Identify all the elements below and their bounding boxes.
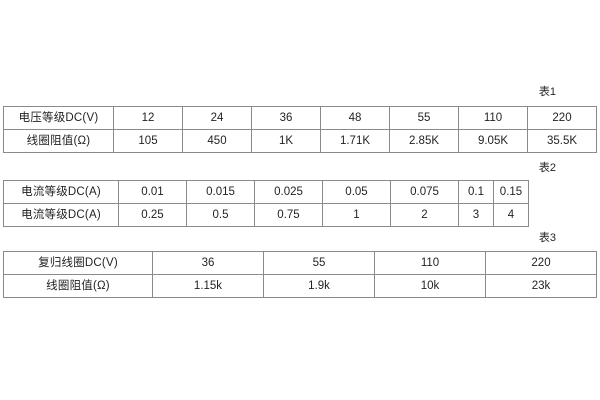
table-cell: 0.01 (118, 180, 187, 204)
row-label: 电流等级DC(A) (3, 203, 119, 227)
spec-table-1: 电压等级DC(V) 12 24 36 48 55 110 220 线圈阻值(Ω)… (3, 106, 597, 153)
table-cell: 48 (320, 106, 390, 130)
table-cell: 3 (458, 203, 494, 227)
table-cell: 12 (113, 106, 183, 130)
table-block-1: 表1 电压等级DC(V) 12 24 36 48 55 110 220 (3, 86, 597, 153)
table-cell: 2 (390, 203, 459, 227)
table-cell: 1 (322, 203, 391, 227)
row-label: 电流等级DC(A) (3, 180, 119, 204)
table-caption-3: 表3 (538, 232, 556, 244)
table-cell: 450 (182, 129, 252, 153)
table-cell: 10k (374, 274, 486, 298)
table-cell: 24 (182, 106, 252, 130)
row-label: 电压等级DC(V) (3, 106, 114, 130)
table-cell: 110 (374, 251, 486, 275)
table-cell: 55 (263, 251, 375, 275)
row-label: 线圈阻值(Ω) (3, 274, 153, 298)
table-cell: 1K (251, 129, 321, 153)
table-cell: 0.5 (186, 203, 255, 227)
table-block-3: 表3 复归线圈DC(V) 36 55 110 220 线圈阻值(Ω) 1.15k… (3, 232, 597, 298)
table-cell: 2.85K (389, 129, 459, 153)
spec-table-2: 电流等级DC(A) 0.01 0.015 0.025 0.05 0.075 0.… (3, 180, 529, 227)
table-cell: 55 (389, 106, 459, 130)
row-label: 复归线圈DC(V) (3, 251, 153, 275)
table-cell: 0.075 (390, 180, 459, 204)
table-cell: 1.71K (320, 129, 390, 153)
table-cell: 0.75 (254, 203, 323, 227)
row-label: 线圈阻值(Ω) (3, 129, 114, 153)
table-caption-1: 表1 (538, 86, 556, 98)
table-row: 电流等级DC(A) 0.25 0.5 0.75 1 2 3 4 (3, 203, 529, 227)
table-cell: 0.015 (186, 180, 255, 204)
table-row: 复归线圈DC(V) 36 55 110 220 (3, 251, 597, 275)
table-cell: 35.5K (527, 129, 597, 153)
table-cell: 1.9k (263, 274, 375, 298)
table-block-2: 表2 电流等级DC(A) 0.01 0.015 0.025 0.05 0.075… (3, 162, 556, 227)
table-row: 线圈阻值(Ω) 105 450 1K 1.71K 2.85K 9.05K 35.… (3, 129, 597, 153)
table-cell: 220 (485, 251, 597, 275)
table-cell: 0.1 (458, 180, 494, 204)
table-row: 线圈阻值(Ω) 1.15k 1.9k 10k 23k (3, 274, 597, 298)
table-cell: 0.25 (118, 203, 187, 227)
table-cell: 36 (251, 106, 321, 130)
table-cell: 9.05K (458, 129, 528, 153)
table-cell: 220 (527, 106, 597, 130)
spec-table-3: 复归线圈DC(V) 36 55 110 220 线圈阻值(Ω) 1.15k 1.… (3, 251, 597, 298)
table-row: 电流等级DC(A) 0.01 0.015 0.025 0.05 0.075 0.… (3, 180, 529, 204)
table-cell: 0.15 (493, 180, 529, 204)
table-cell: 36 (152, 251, 264, 275)
table-cell: 4 (493, 203, 529, 227)
table-row: 电压等级DC(V) 12 24 36 48 55 110 220 (3, 106, 597, 130)
table-cell: 0.05 (322, 180, 391, 204)
table-cell: 105 (113, 129, 183, 153)
table-cell: 1.15k (152, 274, 264, 298)
table-cell: 0.025 (254, 180, 323, 204)
table-caption-2: 表2 (538, 162, 556, 174)
table-cell: 23k (485, 274, 597, 298)
table-cell: 110 (458, 106, 528, 130)
